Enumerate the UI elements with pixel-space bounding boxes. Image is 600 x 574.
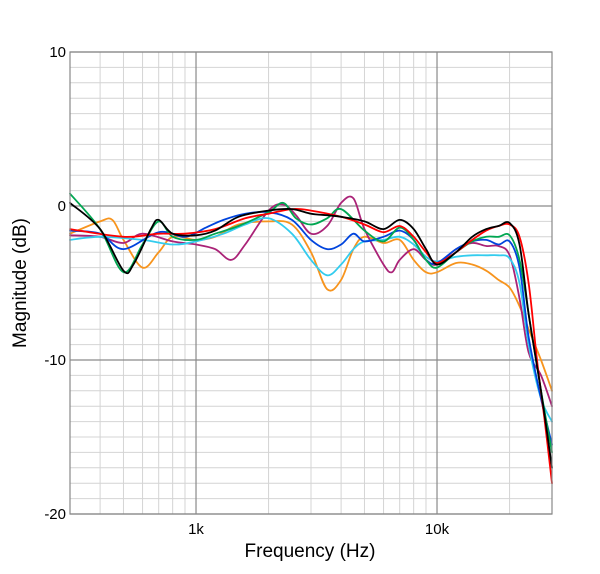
plot-frame [69, 51, 553, 515]
series-layer [69, 192, 553, 485]
series-line [69, 195, 553, 408]
y-tick-label: -10 [44, 352, 66, 369]
x-tick-label: 1k [188, 521, 204, 538]
x-tick-label: 10k [425, 521, 450, 538]
x-axis-label: Frequency (Hz) [245, 541, 376, 562]
series-line [69, 210, 553, 446]
y-tick-label: -20 [44, 506, 66, 523]
series-line [69, 202, 553, 469]
y-axis-label: Magnitude (dB) [10, 218, 31, 348]
x-tick-labels: 1k 10k [188, 521, 450, 538]
y-tick-label: 0 [58, 198, 66, 215]
y-tick-labels: 10 0 -10 -20 [44, 44, 66, 523]
y-tick-label: 10 [49, 44, 66, 61]
